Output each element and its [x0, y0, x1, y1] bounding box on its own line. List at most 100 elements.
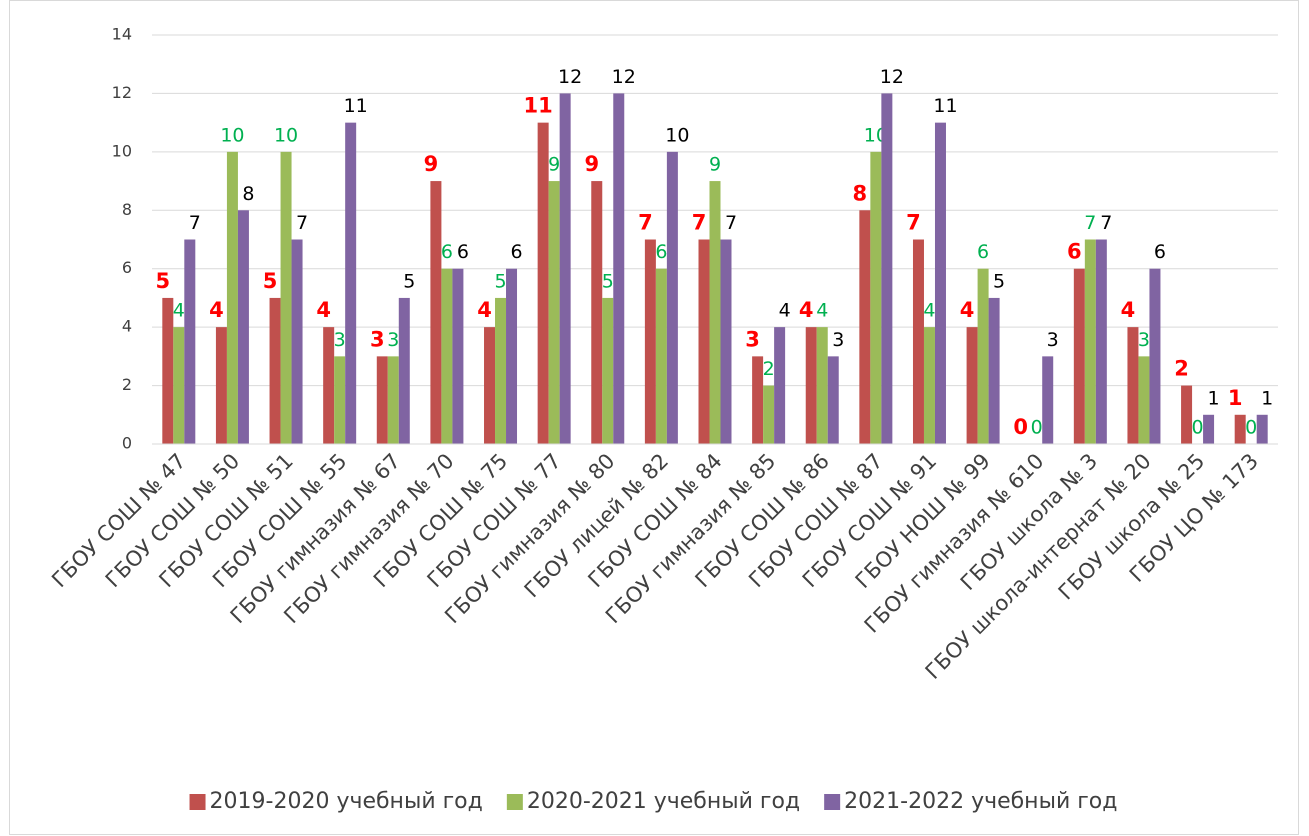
data-label: 5 — [494, 270, 506, 292]
bar — [1149, 268, 1161, 444]
bar — [506, 268, 518, 444]
data-label: 11 — [524, 94, 553, 118]
data-label: 7 — [725, 212, 737, 234]
bar — [452, 268, 464, 444]
bar — [548, 181, 560, 445]
data-label: 5 — [993, 270, 1005, 292]
bar — [934, 122, 946, 445]
data-label: 9 — [709, 154, 721, 176]
bar — [441, 268, 453, 444]
bar — [752, 356, 764, 444]
legend-label: 2021-2022 учебный год — [844, 789, 1117, 814]
data-label: 12 — [558, 66, 582, 88]
bar — [280, 151, 292, 444]
bar — [345, 122, 357, 445]
data-label: 11 — [933, 95, 957, 117]
bar — [870, 151, 882, 444]
data-label: 4 — [316, 298, 331, 322]
bar — [1073, 268, 1085, 444]
data-label: 7 — [906, 211, 921, 235]
legend-swatch — [506, 794, 523, 810]
data-label: 5 — [602, 270, 614, 292]
bar — [644, 239, 656, 444]
data-label: 3 — [832, 329, 844, 351]
bar — [602, 297, 614, 444]
data-label: 4 — [209, 298, 224, 322]
data-label: 10 — [220, 124, 244, 146]
bar — [537, 122, 549, 445]
data-label: 7 — [1100, 212, 1112, 234]
bar — [988, 297, 1000, 444]
y-tick-label: 14 — [112, 25, 132, 44]
data-label: 7 — [1084, 212, 1096, 234]
data-label: 3 — [1138, 329, 1150, 351]
bar — [923, 327, 935, 444]
bar — [226, 151, 238, 444]
bar — [763, 385, 775, 444]
bar — [215, 327, 227, 444]
data-label: 8 — [242, 183, 254, 205]
data-label: 6 — [1154, 241, 1166, 263]
data-label: 0 — [1245, 417, 1257, 439]
data-label: 6 — [977, 241, 989, 263]
bar — [720, 239, 732, 444]
data-label: 4 — [779, 300, 791, 322]
y-tick-label: 12 — [112, 83, 132, 102]
data-label: 3 — [745, 327, 760, 351]
bar — [1203, 414, 1215, 444]
bar — [1256, 414, 1268, 444]
bar — [1181, 385, 1193, 444]
data-label: 10 — [665, 124, 689, 146]
bar — [977, 268, 989, 444]
bar — [269, 297, 281, 444]
data-label: 4 — [799, 298, 814, 322]
data-label: 4 — [923, 300, 935, 322]
bar — [881, 93, 893, 444]
bar — [1138, 356, 1150, 444]
y-tick-label: 4 — [122, 317, 132, 336]
bar — [237, 210, 249, 444]
data-label: 5 — [263, 269, 278, 293]
bar — [1234, 414, 1246, 444]
data-label: 2 — [763, 358, 775, 380]
data-label: 0 — [1013, 415, 1028, 439]
data-label: 7 — [692, 211, 707, 235]
data-label: 0 — [1031, 417, 1043, 439]
data-label: 6 — [655, 241, 667, 263]
bar — [173, 327, 185, 444]
data-label: 9 — [424, 152, 439, 176]
data-label: 5 — [155, 269, 170, 293]
data-label: 12 — [880, 66, 904, 88]
data-label: 6 — [457, 241, 469, 263]
bar — [484, 327, 496, 444]
bar — [162, 297, 174, 444]
y-tick-label: 8 — [122, 200, 132, 219]
data-label: 3 — [334, 329, 346, 351]
data-label: 1 — [1228, 386, 1243, 410]
legend-label: 2019-2020 учебный год — [210, 789, 483, 814]
y-tick-label: 2 — [122, 375, 132, 394]
bar — [966, 327, 978, 444]
data-label: 9 — [584, 152, 599, 176]
bar — [613, 93, 625, 444]
bar — [323, 327, 335, 444]
data-label: 8 — [853, 181, 868, 205]
bar — [1127, 327, 1139, 444]
bar — [184, 239, 196, 444]
bar — [1042, 356, 1054, 444]
data-label: 3 — [387, 329, 399, 351]
bar — [398, 297, 410, 444]
bar — [559, 93, 571, 444]
bar — [591, 181, 603, 445]
data-label: 9 — [548, 154, 560, 176]
data-label: 7 — [296, 212, 308, 234]
bar — [912, 239, 924, 444]
data-label: 3 — [1047, 329, 1059, 351]
bar — [291, 239, 303, 444]
bar — [495, 297, 507, 444]
data-label: 1 — [1261, 387, 1273, 409]
bar — [827, 356, 839, 444]
y-tick-label: 10 — [112, 141, 132, 160]
bar — [1095, 239, 1107, 444]
data-label: 2 — [1174, 357, 1189, 381]
